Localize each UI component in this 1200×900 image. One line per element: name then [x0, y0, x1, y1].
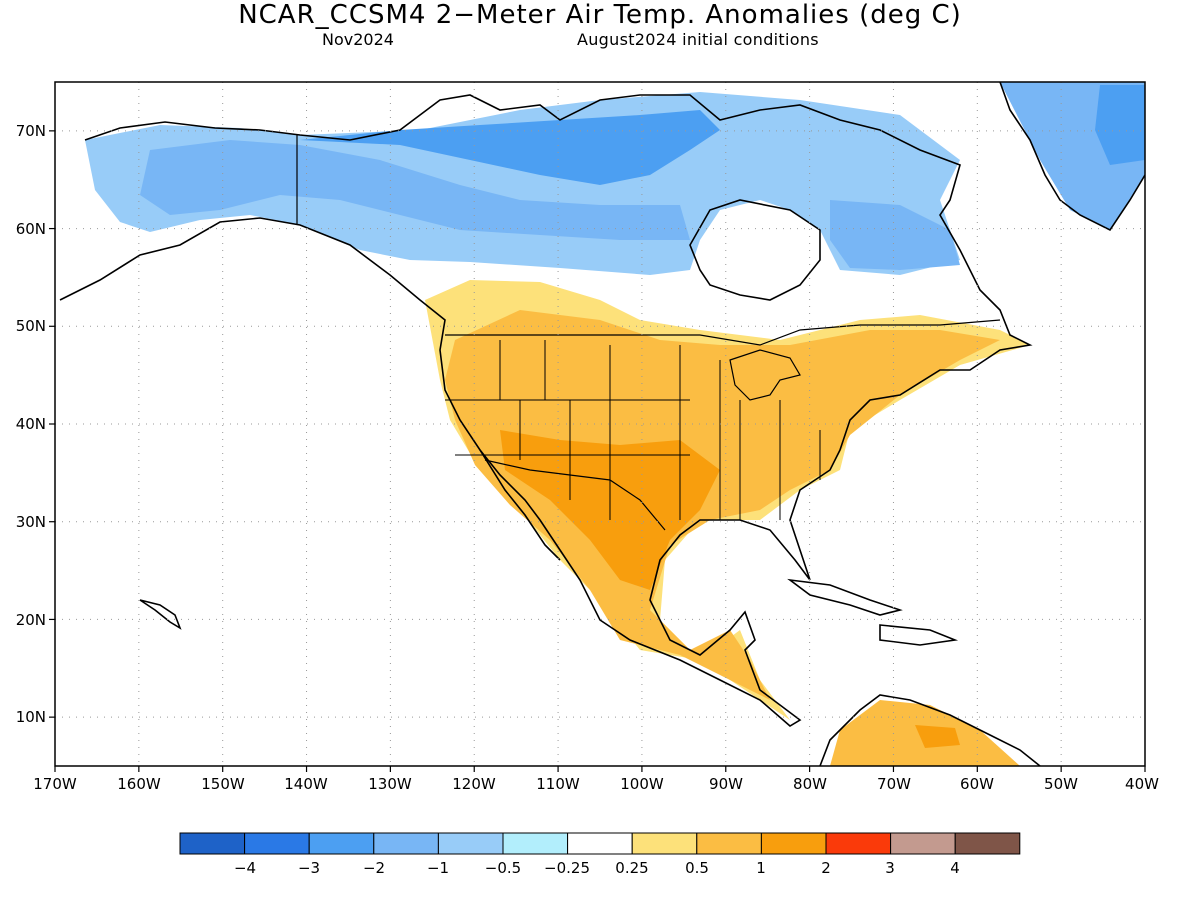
forecast-month: Nov2024: [322, 30, 394, 49]
lat-label: 20N: [16, 611, 46, 629]
legend-label: 0.25: [615, 859, 648, 877]
lat-label: 50N: [16, 317, 46, 335]
lat-label: 60N: [16, 220, 46, 238]
lon-label: 70W: [877, 775, 911, 793]
coastline-cuba: [787, 578, 903, 616]
warm-anomaly-sa-core: [915, 725, 960, 748]
cold-anomaly-core-2: [300, 110, 720, 185]
legend-swatch: [954, 832, 1021, 855]
legend-swatch: [825, 832, 892, 855]
lon-label: 100W: [620, 775, 664, 793]
lon-label: 140W: [284, 775, 328, 793]
color-legend: [179, 832, 1021, 855]
legend-label: 1: [756, 859, 766, 877]
lon-label: 90W: [709, 775, 743, 793]
lat-label: 30N: [16, 513, 46, 531]
lat-label: 10N: [16, 708, 46, 726]
coastlines: [59, 82, 1145, 766]
legend-swatch: [308, 832, 375, 855]
lon-label: 50W: [1044, 775, 1078, 793]
axis-ticks: [49, 130, 1146, 772]
lon-label: 170W: [33, 775, 77, 793]
warm-anomaly-main: [445, 310, 1000, 700]
coastline-south-america: [819, 694, 1041, 766]
legend-label: −0.25: [544, 859, 590, 877]
us-state-lines: [445, 340, 821, 520]
lon-label: 130W: [368, 775, 412, 793]
legend-swatch: [373, 832, 439, 855]
latitude-labels: 70N 60N 50N 40N 30N 20N 10N: [16, 122, 46, 726]
legend-swatch: [437, 832, 504, 855]
coastline-baja: [479, 449, 561, 561]
longitude-labels: 170W 160W 150W 140W 130W 120W 110W 100W …: [33, 775, 1159, 793]
great-lakes: [729, 349, 801, 401]
lon-label: 120W: [452, 775, 496, 793]
cold-anomaly-core-1: [140, 140, 690, 240]
legend-swatch: [502, 832, 569, 855]
lon-label: 40W: [1125, 775, 1159, 793]
legend-swatch: [696, 832, 762, 855]
legend-label: −2: [363, 859, 385, 877]
legend-label: −1: [427, 859, 449, 877]
lon-label: 80W: [793, 775, 827, 793]
legend-swatch: [760, 832, 827, 855]
lon-label: 160W: [117, 775, 161, 793]
legend-label: 3: [885, 859, 895, 877]
coastline-hispaniola: [879, 624, 959, 646]
map-title: NCAR_CCSM4 2−Meter Air Temp. Anomalies (…: [238, 0, 962, 30]
cold-anomaly-hudson: [830, 200, 960, 270]
legend-label: 2: [821, 859, 831, 877]
lon-label: 150W: [201, 775, 245, 793]
legend-label: −0.5: [485, 859, 521, 877]
anomaly-fields: [85, 82, 1145, 766]
lat-label: 70N: [16, 122, 46, 140]
cold-anomaly-alaska-canada: [85, 92, 960, 275]
legend-label: −3: [298, 859, 320, 877]
initial-conditions: August2024 initial conditions: [577, 30, 819, 49]
us-mexico-border: [484, 459, 666, 531]
legend-swatch: [631, 832, 698, 855]
legend-label: −4: [234, 859, 256, 877]
coastline-north-america: [59, 94, 1033, 727]
legend-swatch: [567, 832, 633, 855]
coastline-greenland: [999, 82, 1145, 232]
legend-swatch: [890, 832, 956, 855]
coastline-hawaii: [139, 599, 182, 630]
cold-anomaly-greenland-core: [1095, 85, 1145, 165]
lon-label: 110W: [536, 775, 580, 793]
coastline-hudson-bay: [689, 199, 821, 301]
legend-label: 0.5: [685, 859, 709, 877]
legend-swatch: [179, 832, 246, 855]
legend-labels: −4 −3 −2 −1 −0.5 −0.25 0.25 0.5 1 2 3 4: [234, 859, 960, 877]
lon-label: 60W: [960, 775, 994, 793]
legend-label: 4: [950, 859, 960, 877]
us-canada-border: [445, 319, 1001, 346]
lat-label: 40N: [16, 415, 46, 433]
legend-swatch: [244, 832, 310, 855]
